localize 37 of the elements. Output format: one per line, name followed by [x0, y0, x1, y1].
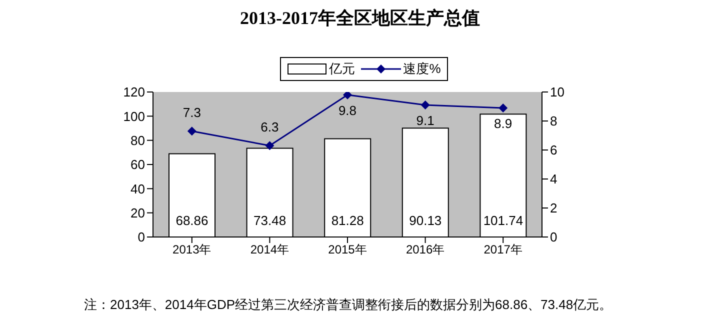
y-tick-label: 60	[130, 157, 145, 172]
y2-tick-label: 8	[550, 114, 558, 129]
point	[498, 103, 508, 112]
data-label: 73.48	[254, 213, 286, 228]
data-label: 8.9	[494, 116, 512, 131]
point	[343, 92, 352, 100]
point	[420, 100, 430, 110]
data-label: 101.74	[483, 213, 524, 228]
data-label: 9.1	[416, 113, 434, 128]
y2-tick-label: 6	[550, 142, 558, 158]
chart-title: 2013-2017年全区地区生产总值	[239, 7, 481, 30]
x-tick-label: 2013年	[172, 242, 212, 257]
text: 注：2013年、2014年GDP经过第三次经济普查调整衔接后的数据分别为68.86、73.48亿元。	[84, 296, 612, 314]
y2-tick-label: 0	[550, 230, 558, 245]
data-label: 81.28	[331, 213, 364, 228]
data-label: 9.8	[338, 102, 357, 118]
y-tick-label: 20	[130, 205, 145, 220]
x-tick-label: 2015年	[328, 242, 367, 257]
y-tick-label: 40	[130, 181, 145, 196]
y2-tick-label: 10	[550, 84, 564, 100]
data-label: 90.13	[409, 213, 442, 228]
y2-tick-label: 2	[550, 200, 558, 216]
y2-tick-label: 4	[550, 172, 558, 187]
point	[265, 141, 274, 150]
data-label: 6.3	[260, 120, 279, 135]
y-tick-label: 100	[123, 108, 145, 124]
y-tick-label: 80	[130, 132, 145, 148]
y-tick-label: 0	[138, 230, 145, 245]
x-tick-label: 2017年	[484, 242, 522, 257]
x-tick-label: 2014年	[250, 242, 290, 257]
data-label: 68.86	[176, 213, 208, 228]
y-tick-label: 120	[123, 84, 145, 100]
legend-label: 速度%	[403, 60, 441, 78]
x-tick-label: 2016年	[406, 242, 445, 257]
data-label: 7.3	[182, 105, 201, 120]
point	[187, 126, 196, 136]
legend-label: 亿元	[329, 60, 356, 78]
